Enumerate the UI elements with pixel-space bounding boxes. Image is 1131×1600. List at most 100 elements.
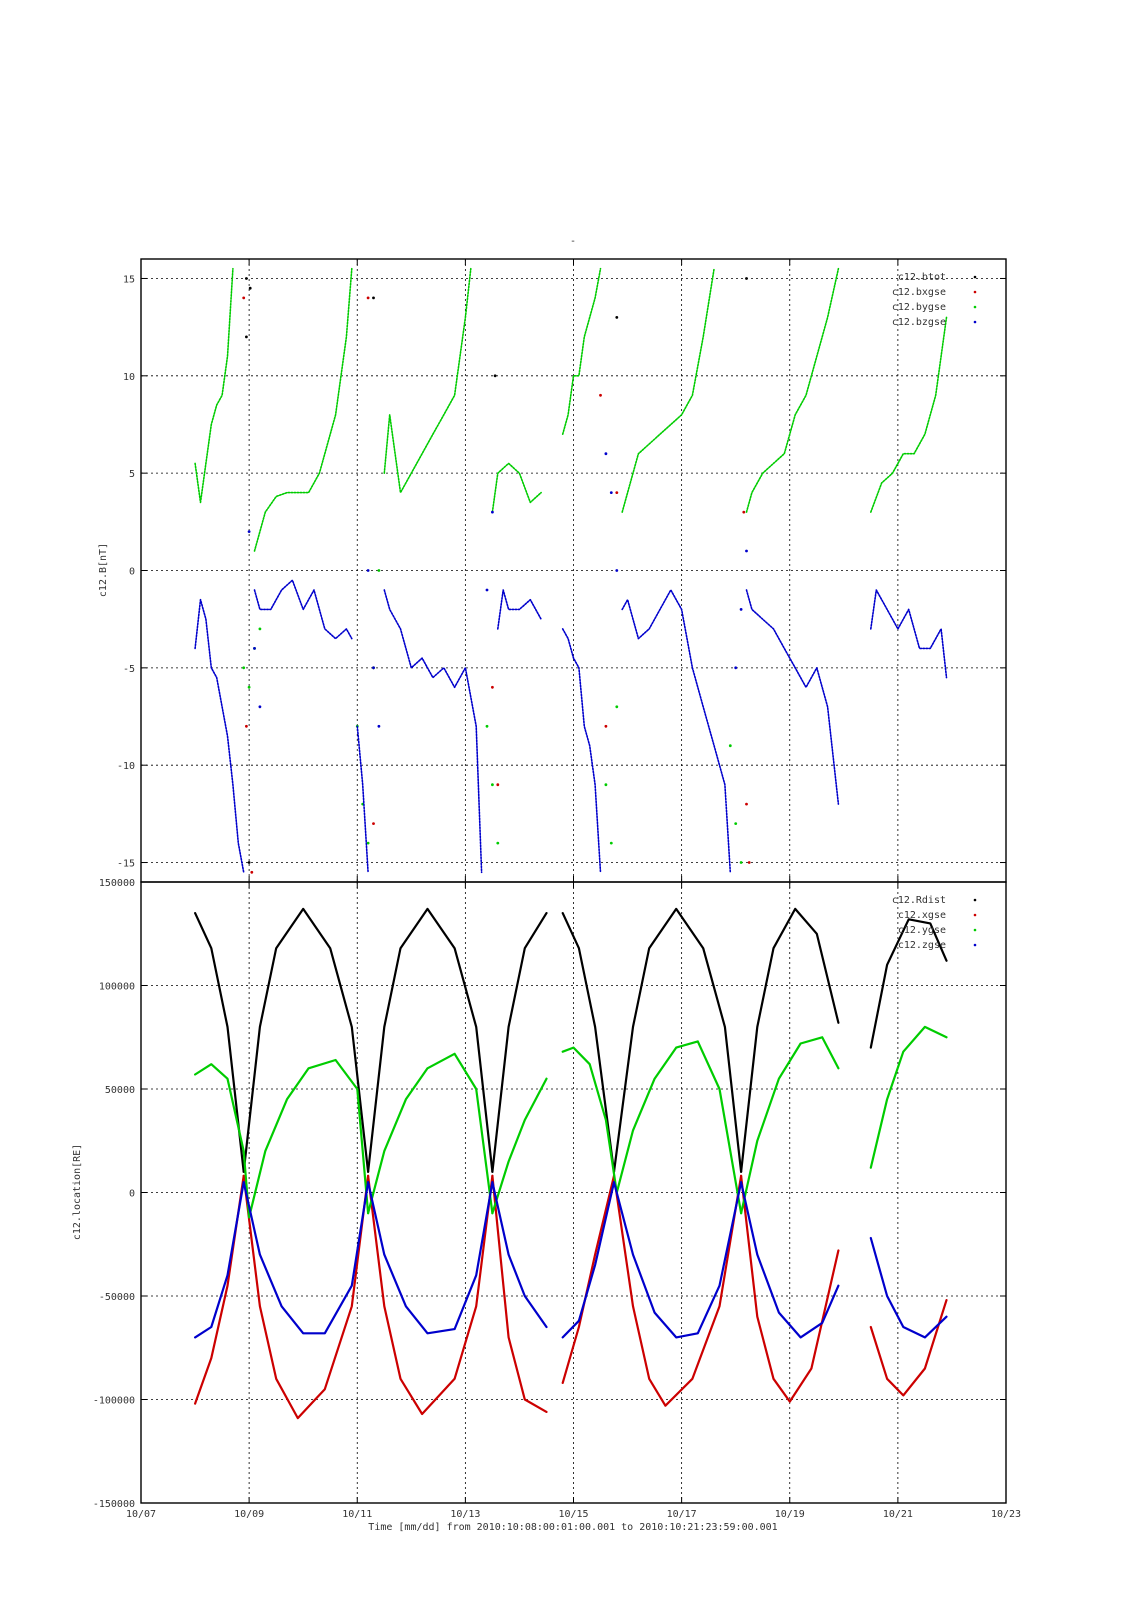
data-point — [248, 286, 252, 290]
data-point — [372, 666, 375, 670]
series-segment — [612, 1174, 743, 1407]
data-point — [728, 744, 732, 748]
series-segment — [491, 462, 542, 513]
series-segment — [194, 1181, 245, 1339]
legend-label: c12.Rdist — [892, 895, 946, 906]
data-point — [496, 783, 500, 787]
data-point — [377, 724, 381, 728]
data-point — [615, 705, 619, 709]
series-segment — [496, 589, 542, 630]
data-point — [745, 802, 748, 806]
legend: c12.Rdist c12.xgse c12.ygse c12.zgse — [892, 895, 977, 951]
y-axis-label: c12.B[nT] — [98, 543, 109, 597]
data-point — [377, 569, 381, 572]
series-segment — [612, 1181, 743, 1339]
data-point — [739, 608, 743, 611]
series-segment — [194, 911, 245, 1173]
data-point — [253, 647, 256, 650]
series-segment — [561, 1181, 616, 1339]
series-segment — [248, 1058, 370, 1219]
series-segment — [194, 598, 245, 874]
x-tick-labels: 10/07 10/09 10/11 10/13 10/15 10/17 10/19 10/21… — [126, 1509, 1021, 1520]
y-tick-labels: -150000 -100000 -50000 0 50000 100000 150000 — [93, 878, 135, 1510]
data-point — [496, 841, 500, 845]
y-tick-labels: -15 -10 -5 0 5 10 15 — [117, 274, 135, 869]
series-segment — [869, 1298, 948, 1397]
series-segment — [869, 316, 948, 513]
y-tick-label: -150000 — [93, 1499, 135, 1510]
x-tick-label: 10/07 — [126, 1509, 156, 1520]
data-point — [609, 841, 613, 845]
legend-marker — [973, 928, 977, 932]
legend-marker — [973, 898, 977, 902]
data-point — [615, 316, 619, 319]
data-point — [250, 870, 254, 874]
x-tick-label: 10/19 — [775, 1509, 805, 1520]
y-tick-label: -5 — [123, 664, 135, 675]
data-point — [615, 569, 619, 572]
series-segment — [621, 589, 732, 874]
y-tick-label: 15 — [123, 274, 135, 285]
y-tick-label: -100000 — [93, 1396, 135, 1407]
series-segment — [491, 911, 548, 1173]
data-point — [491, 510, 494, 514]
data-point — [366, 841, 370, 845]
series-c12-btot — [245, 277, 748, 864]
series-segment — [621, 267, 715, 513]
data-point — [491, 685, 494, 689]
data-point — [599, 393, 602, 397]
x-tick-label: 10/11 — [342, 1509, 372, 1520]
chart-title: - — [570, 236, 576, 247]
legend-marker — [973, 320, 977, 324]
data-point — [747, 861, 751, 864]
legend-label: c12.zgse — [898, 940, 946, 951]
series-segment — [869, 918, 948, 1049]
series-segment — [739, 1036, 840, 1215]
y-tick-label: 0 — [129, 567, 135, 578]
series-segment — [869, 589, 948, 679]
legend-label: c12.bygse — [892, 302, 946, 313]
legend-marker — [973, 290, 977, 294]
x-tick-label: 10/23 — [991, 1509, 1021, 1520]
data-point — [247, 530, 251, 533]
legend-label: c12.bxgse — [892, 287, 946, 298]
series-segment — [869, 1236, 948, 1339]
grid — [140, 881, 1007, 1504]
series-segment — [491, 1077, 548, 1215]
y-tick-label: -50000 — [99, 1292, 135, 1303]
series-segment — [561, 628, 602, 874]
series-segment — [491, 1174, 548, 1414]
legend-marker — [973, 275, 977, 279]
series-segment — [356, 725, 369, 874]
legend-marker — [973, 305, 977, 309]
series-segment — [739, 1174, 840, 1403]
data-point — [242, 296, 246, 300]
legend-label: c12.xgse — [898, 910, 946, 921]
data-point — [734, 822, 738, 825]
data-point — [734, 666, 738, 670]
series-segment — [745, 267, 840, 513]
series-segment — [561, 911, 616, 1173]
plot-frame — [140, 881, 1007, 1504]
data-point — [604, 783, 608, 787]
y-axis-label: c12.location[RE] — [72, 1144, 83, 1240]
data-point — [258, 627, 262, 631]
legend: c12.btot c12.bxgse c12.bygse c12.bzgse — [892, 272, 977, 328]
y-tick-label: -10 — [117, 761, 135, 772]
series-segment — [739, 907, 840, 1173]
series-segment — [253, 579, 353, 640]
series-c12-bxgse — [242, 296, 751, 874]
series-segment — [739, 1181, 840, 1339]
data-point — [245, 724, 248, 728]
series-segment — [869, 1025, 948, 1169]
series-segment — [242, 907, 370, 1173]
series-c12-Rdist — [194, 907, 948, 1173]
data-point — [491, 783, 494, 787]
data-point — [245, 335, 248, 339]
data-point — [372, 822, 375, 825]
y-tick-label: -15 — [117, 859, 135, 870]
series-segment — [612, 907, 743, 1173]
legend-marker — [973, 943, 977, 947]
series-segment — [383, 267, 472, 494]
series-layer — [194, 267, 948, 874]
